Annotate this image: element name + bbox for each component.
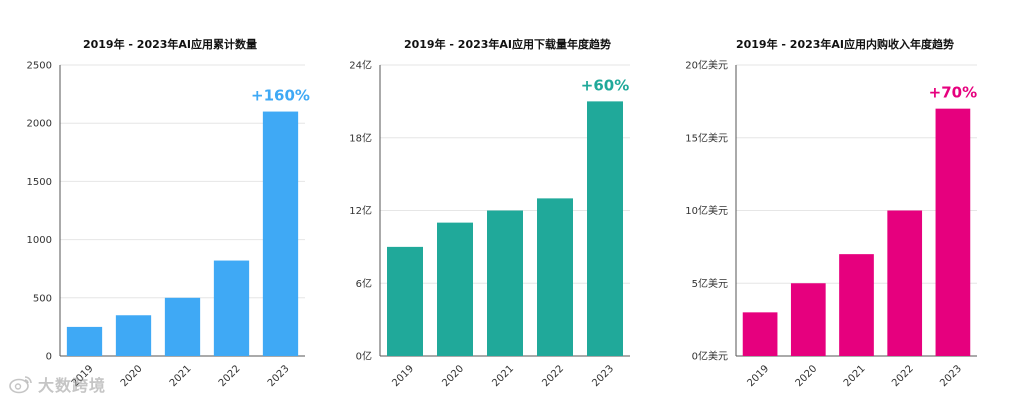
watermark: 大数跨境: [8, 372, 106, 396]
bar-2023: [935, 108, 971, 357]
y-tick-label: 20亿美元: [685, 59, 728, 72]
x-tick-label: 2020: [119, 363, 145, 389]
y-tick-label: 12亿: [349, 204, 372, 217]
x-tick-label: 2021: [168, 363, 194, 389]
x-tick-label: 2023: [938, 363, 964, 389]
growth-annotation: +70%: [929, 84, 977, 102]
chart-panel-downloads: 2019年 - 2023年AI应用下载量年度趋势 0亿 6亿 12亿 18亿 24亿 20…: [340, 0, 675, 406]
y-tick-label: 1000: [27, 235, 52, 246]
bar-2020: [115, 315, 152, 356]
bar-2022: [887, 210, 923, 356]
bar-2019: [387, 246, 423, 356]
x-tick-label: 2021: [490, 363, 516, 389]
y-tick-label: 10亿美元: [685, 204, 728, 217]
watermark-text: 大数跨境: [38, 376, 107, 395]
chart-panel-cumulative-apps: 2019年 - 2023年AI应用累计数量 0 500 1000 1500 2000 25…: [0, 0, 340, 406]
bar-2021: [487, 210, 523, 356]
y-tick-label: 500: [33, 293, 52, 304]
x-tick-label: 2020: [794, 363, 820, 389]
growth-annotation: +160%: [251, 87, 310, 105]
y-tick-label: 0亿美元: [692, 350, 728, 363]
weibo-logo-icon: [9, 376, 32, 394]
bar-2020: [790, 283, 826, 356]
bar-2019: [66, 326, 103, 356]
x-tick-label: 2019: [745, 363, 771, 389]
y-tick-label: 18亿: [349, 131, 372, 144]
y-tick-label: 2000: [27, 119, 52, 130]
y-tick-label: 24亿: [349, 59, 372, 72]
bar-2021: [839, 254, 874, 356]
y-tick-label: 6亿: [356, 277, 372, 290]
chart-title: 2019年 - 2023年AI应用内购收入年度趋势: [735, 38, 955, 51]
bar-2019: [742, 312, 778, 356]
x-tick-label: 2020: [440, 363, 466, 389]
bar-2022: [213, 260, 250, 356]
x-tick-label: 2022: [217, 363, 243, 389]
bar-2023: [587, 101, 623, 356]
y-tick-label: 0: [46, 352, 52, 363]
bar-2022: [537, 198, 573, 356]
growth-annotation: +60%: [581, 76, 629, 94]
x-tick-label: 2021: [842, 363, 868, 389]
y-tick-label: 5亿美元: [692, 277, 728, 290]
bar-2020: [437, 222, 473, 356]
x-tick-label: 2019: [390, 363, 416, 389]
chart-title: 2019年 - 2023年AI应用累计数量: [82, 38, 258, 51]
x-tick-label: 2022: [890, 363, 916, 389]
chart-title: 2019年 - 2023年AI应用下载量年度趋势: [403, 38, 612, 51]
y-tick-label: 0亿: [356, 350, 372, 363]
y-tick-label: 2500: [27, 61, 52, 72]
bar-2021: [164, 297, 201, 356]
y-tick-label: 1500: [27, 177, 52, 188]
bar-2023: [262, 111, 299, 356]
x-tick-label: 2023: [266, 363, 292, 389]
chart-panel-iap-revenue: 2019年 - 2023年AI应用内购收入年度趋势 0亿美元 5亿美元 10亿美元 1…: [675, 0, 1015, 406]
chart-svg: 0亿 6亿 12亿 18亿 24亿 2019 2020 2021 2022 2023 +60%: [349, 59, 630, 389]
x-tick-label: 2022: [540, 363, 566, 389]
x-tick-label: 2023: [590, 363, 616, 389]
chart-svg: 0亿美元 5亿美元 10亿美元 15亿美元 20亿美元 2019 2020 2021 2022 2…: [685, 59, 977, 390]
y-tick-label: 15亿美元: [685, 131, 728, 144]
